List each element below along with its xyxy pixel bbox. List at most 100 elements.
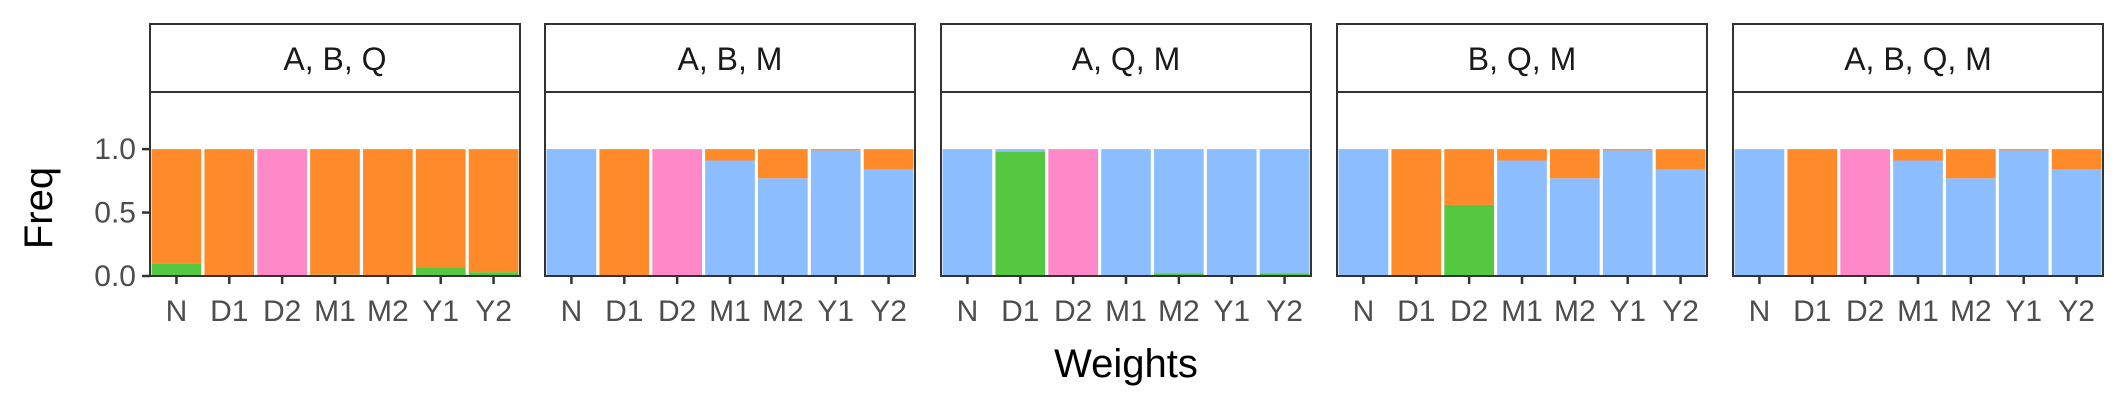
bar-segment-y2 bbox=[468, 149, 519, 273]
y-axis-title: Freq bbox=[17, 167, 61, 249]
x-tick-label: D2 bbox=[1450, 295, 1488, 328]
x-axis-title: Weights bbox=[1054, 342, 1198, 386]
x-tick-label: N bbox=[1353, 295, 1375, 328]
bar-segment-y2 bbox=[1655, 169, 1706, 276]
bar-segment-y2 bbox=[1655, 149, 1706, 170]
bar-segment-m2 bbox=[1946, 178, 1996, 276]
bar-segment-n bbox=[546, 149, 597, 276]
bar-segment-m2 bbox=[758, 178, 808, 276]
bar-segment-m2 bbox=[1946, 149, 1996, 179]
bar-segment-m1 bbox=[1893, 149, 1943, 161]
facet-title: A, B, Q bbox=[283, 41, 386, 77]
bar-segment-y1 bbox=[1602, 149, 1653, 151]
x-tick-label: N bbox=[561, 295, 583, 328]
bar-segment-y1 bbox=[1602, 150, 1653, 276]
bar-segment-y1 bbox=[1206, 149, 1257, 276]
x-tick-label: D1 bbox=[1397, 295, 1435, 328]
bar-segment-d2 bbox=[1444, 204, 1494, 276]
x-tick-label: M2 bbox=[1950, 295, 1992, 328]
x-tick-label: Y1 bbox=[422, 295, 459, 328]
y-tick-label: 0.5 bbox=[94, 197, 136, 230]
bar-segment-d1 bbox=[204, 149, 255, 276]
bar-segment-y2 bbox=[1259, 149, 1310, 274]
x-tick-label: M1 bbox=[1501, 295, 1543, 328]
bar-segment-d1 bbox=[1787, 149, 1838, 276]
bar-segment-y1 bbox=[415, 267, 466, 276]
bar-segment-m1 bbox=[310, 149, 360, 275]
facet-strip bbox=[1732, 23, 2104, 93]
bar-segment-y1 bbox=[415, 149, 466, 268]
bar-segment-m2 bbox=[758, 149, 808, 179]
x-tick-label: M1 bbox=[314, 295, 356, 328]
x-tick-label: Y2 bbox=[870, 295, 907, 328]
x-tick-label: M2 bbox=[762, 295, 804, 328]
x-tick-label: Y2 bbox=[1266, 295, 1303, 328]
bar-segment-d2 bbox=[257, 149, 307, 276]
bar-segment-m2 bbox=[1154, 273, 1204, 276]
x-tick-label: Y2 bbox=[1662, 295, 1699, 328]
x-tick-label: N bbox=[1749, 295, 1771, 328]
x-tick-label: M2 bbox=[367, 295, 409, 328]
bar-segment-d2 bbox=[652, 149, 702, 276]
facet-strip bbox=[544, 23, 916, 93]
x-tick-label: D1 bbox=[1001, 295, 1039, 328]
bar-segment-n bbox=[151, 263, 202, 276]
bar-segment-m1 bbox=[1497, 160, 1547, 276]
bar-segment-d1 bbox=[995, 151, 1046, 276]
bar-segment-n bbox=[151, 149, 202, 264]
facet-title: A, Q, M bbox=[1072, 41, 1180, 77]
x-tick-label: Y1 bbox=[817, 295, 854, 328]
y-tick-label: 0.0 bbox=[94, 260, 136, 293]
bar-segment-m2 bbox=[1154, 149, 1204, 274]
x-tick-label: Y2 bbox=[2058, 295, 2095, 328]
bar-segment-m2 bbox=[1550, 149, 1600, 179]
bar-segment-m1 bbox=[705, 149, 755, 161]
x-tick-label: D2 bbox=[658, 295, 696, 328]
bar-segment-y1 bbox=[810, 150, 861, 276]
bar-segment-d1 bbox=[995, 149, 1046, 152]
x-tick-label: Y1 bbox=[1609, 295, 1646, 328]
x-tick-label: D2 bbox=[1054, 295, 1092, 328]
facet-title: A, B, M bbox=[678, 41, 783, 77]
bar-segment-d2 bbox=[1048, 149, 1098, 276]
facet-strip bbox=[940, 23, 1312, 93]
x-tick-label: D2 bbox=[1846, 295, 1884, 328]
bar-segment-m2 bbox=[1550, 178, 1600, 276]
bar-segment-y1 bbox=[1998, 150, 2049, 276]
x-tick-label: D1 bbox=[605, 295, 643, 328]
bar-segment-m1 bbox=[1101, 149, 1151, 276]
bar-segment-y2 bbox=[863, 149, 914, 170]
bar-segment-y1 bbox=[810, 149, 861, 151]
x-tick-label: Y2 bbox=[475, 295, 512, 328]
facet-strip bbox=[149, 23, 521, 93]
x-tick-label: M1 bbox=[1105, 295, 1147, 328]
bar-segment-d2 bbox=[1840, 149, 1890, 276]
bar-segment-y2 bbox=[468, 272, 519, 276]
facet-title: A, B, Q, M bbox=[1844, 41, 1992, 77]
x-tick-label: D1 bbox=[1793, 295, 1831, 328]
bar-segment-m1 bbox=[1497, 149, 1547, 161]
bar-segment-n bbox=[1338, 149, 1389, 276]
bar-segment-n bbox=[1734, 149, 1785, 276]
x-tick-label: N bbox=[166, 295, 188, 328]
bar-segment-y1 bbox=[1998, 149, 2049, 151]
x-tick-label: M2 bbox=[1158, 295, 1200, 328]
bar-segment-n bbox=[942, 149, 993, 276]
x-tick-label: M2 bbox=[1554, 295, 1596, 328]
x-tick-label: Y1 bbox=[2005, 295, 2042, 328]
y-tick-label: 1.0 bbox=[94, 133, 136, 166]
x-tick-label: D1 bbox=[210, 295, 248, 328]
x-tick-label: N bbox=[957, 295, 979, 328]
bar-segment-y2 bbox=[2051, 169, 2102, 276]
x-tick-label: Y1 bbox=[1213, 295, 1250, 328]
bar-segment-d1 bbox=[1391, 149, 1442, 276]
bar-segment-m2 bbox=[363, 149, 413, 276]
bar-segment-y2 bbox=[1259, 273, 1310, 276]
bar-segment-d2 bbox=[1444, 149, 1494, 205]
facet-strip bbox=[1336, 23, 1708, 93]
x-tick-label: D2 bbox=[263, 295, 301, 328]
bar-segment-m1 bbox=[1893, 160, 1943, 276]
bar-segment-d1 bbox=[599, 149, 650, 276]
facet-title: B, Q, M bbox=[1468, 41, 1576, 77]
